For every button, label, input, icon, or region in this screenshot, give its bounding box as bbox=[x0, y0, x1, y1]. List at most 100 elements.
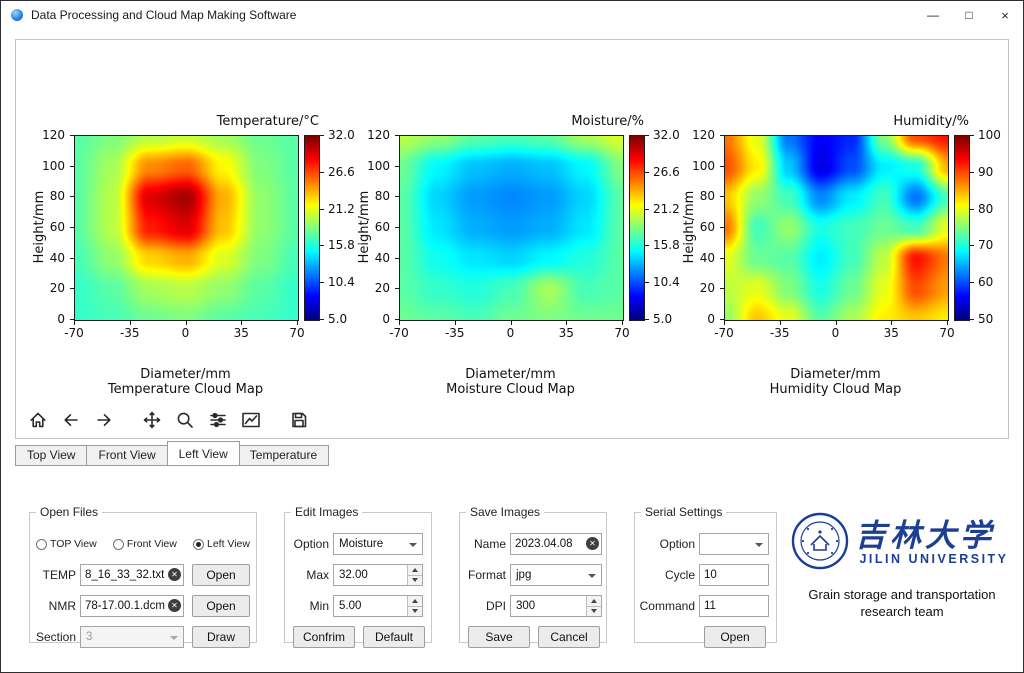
edit-option-combobox[interactable]: Moisture bbox=[333, 533, 423, 555]
serial-open-button[interactable]: Open bbox=[704, 626, 766, 648]
pan-button[interactable] bbox=[140, 408, 164, 432]
jilin-university-seal bbox=[791, 512, 849, 570]
serial-option-label: Option bbox=[659, 537, 695, 551]
section-combobox[interactable]: 3 bbox=[80, 626, 184, 648]
dpi-spinbox[interactable] bbox=[510, 595, 602, 617]
serial-settings-legend: Serial Settings bbox=[645, 505, 723, 519]
save-button[interactable]: Save bbox=[468, 626, 530, 648]
plot-axes[interactable]: 0 20 40 60 80 100 120 -70 -35 0 35 70 bbox=[367, 128, 630, 340]
line-chart-icon bbox=[242, 412, 260, 428]
name-clear-icon[interactable] bbox=[586, 537, 599, 550]
plot-xlabel: Diameter/mm bbox=[465, 367, 556, 382]
min-spinbox[interactable] bbox=[333, 595, 423, 617]
plot-caption: Humidity Cloud Map bbox=[769, 382, 902, 397]
temp-clear-icon[interactable] bbox=[168, 568, 181, 581]
min-spin-up-button[interactable] bbox=[408, 596, 422, 606]
radio-label: Front View bbox=[126, 538, 177, 550]
tab-temperature[interactable]: Temperature bbox=[238, 445, 330, 466]
temperature-heatmap-canvas[interactable] bbox=[75, 136, 298, 320]
dpi-spin-down-button[interactable] bbox=[587, 605, 601, 616]
nmr-clear-icon[interactable] bbox=[168, 599, 181, 612]
radio-front-view[interactable]: Front View bbox=[112, 538, 177, 550]
save-images-group: Save Images Name Format jpg DPI bbox=[459, 505, 607, 648]
edit-images-group: Edit Images Option Moisture Max Min bbox=[284, 505, 432, 648]
colorbar-canvas bbox=[955, 136, 969, 320]
temp-label: TEMP bbox=[42, 568, 76, 582]
y-axis-ticks: 0 20 40 60 80 100 120 bbox=[35, 128, 75, 326]
moisture-heatmap-canvas[interactable] bbox=[400, 136, 623, 320]
close-button[interactable]: × bbox=[1001, 7, 1009, 23]
temp-file-input[interactable] bbox=[80, 564, 184, 586]
section-label: Section bbox=[35, 630, 76, 644]
maximize-button[interactable]: □ bbox=[965, 8, 973, 22]
serial-settings-group: Serial Settings Option Cycle Command Ope… bbox=[634, 505, 777, 648]
radio-top-view[interactable]: TOP View bbox=[36, 538, 97, 550]
forward-button[interactable] bbox=[92, 408, 116, 432]
format-value: jpg bbox=[516, 569, 532, 581]
plot-axes[interactable]: 0 20 40 60 80 100 120 -70 -35 0 35 70 bbox=[42, 128, 305, 340]
zoom-button[interactable] bbox=[173, 408, 197, 432]
moisture-plot: Moisture/% Height/mm 0 20 40 60 80 100 120 -70… bbox=[357, 110, 680, 397]
chevron-down-icon bbox=[755, 543, 763, 547]
max-spin-up-button[interactable] bbox=[408, 565, 422, 575]
plot-title: Temperature/°C bbox=[216, 114, 319, 129]
view-tabs: Top View Front View Left View Temperatur… bbox=[15, 440, 330, 466]
window-title: Data Processing and Cloud Map Making Sof… bbox=[31, 8, 297, 22]
plot-title: Moisture/% bbox=[571, 114, 644, 129]
colorbar-ticks: 100 90 80 70 60 50 bbox=[969, 128, 1007, 326]
min-input[interactable] bbox=[334, 596, 422, 616]
tab-front-view[interactable]: Front View bbox=[87, 445, 168, 466]
dpi-spin-up-button[interactable] bbox=[587, 596, 601, 606]
radio-label: Left View bbox=[206, 538, 250, 550]
format-combobox[interactable]: jpg bbox=[510, 564, 602, 586]
plot-xlabel: Diameter/mm bbox=[140, 367, 231, 382]
home-button[interactable] bbox=[26, 408, 50, 432]
radio-left-view[interactable]: Left View bbox=[192, 538, 250, 550]
nmr-file-input[interactable] bbox=[80, 595, 184, 617]
team-line-2: research team bbox=[860, 604, 944, 619]
x-axis-ticks: -70 -35 0 35 70 bbox=[714, 320, 955, 342]
chevron-down-icon bbox=[170, 636, 178, 640]
serial-option-combobox[interactable] bbox=[699, 533, 769, 555]
tab-top-view[interactable]: Top View bbox=[15, 445, 88, 466]
edit-images-legend: Edit Images bbox=[295, 505, 359, 519]
minimize-button[interactable]: — bbox=[927, 8, 939, 22]
colorbar-ticks: 32.0 26.6 21.2 15.8 10.4 5.0 bbox=[644, 128, 682, 326]
tab-left-view[interactable]: Left View bbox=[166, 441, 240, 466]
open-files-legend: Open Files bbox=[40, 505, 99, 519]
plot-axes[interactable]: 0 20 40 60 80 100 120 -70 -35 0 35 70 bbox=[692, 128, 955, 340]
colorbar: 32.0 26.6 21.2 15.8 10.4 5.0 bbox=[304, 128, 355, 326]
configure-subplots-button[interactable] bbox=[206, 408, 230, 432]
title-bar: Data Processing and Cloud Map Making Sof… bbox=[1, 1, 1023, 29]
draw-button[interactable]: Draw bbox=[192, 626, 250, 648]
temp-open-button[interactable]: Open bbox=[192, 564, 250, 586]
dpi-label: DPI bbox=[485, 599, 506, 613]
max-input[interactable] bbox=[334, 565, 422, 585]
humidity-plot: Humidity/% Height/mm 0 20 40 60 80 100 120 -70… bbox=[682, 110, 1001, 397]
save-figure-button[interactable] bbox=[287, 408, 311, 432]
format-label: Format bbox=[467, 568, 506, 582]
name-input[interactable] bbox=[510, 533, 602, 555]
customize-plot-button[interactable] bbox=[239, 408, 263, 432]
pan-icon bbox=[143, 411, 161, 429]
section-value: 3 bbox=[86, 631, 93, 643]
nmr-open-button[interactable]: Open bbox=[192, 595, 250, 617]
chevron-down-icon bbox=[409, 543, 417, 547]
university-name-chinese: 吉林大学 bbox=[855, 518, 995, 553]
confirm-button[interactable]: Confrim bbox=[293, 626, 355, 648]
max-spinbox[interactable] bbox=[333, 564, 423, 586]
matplotlib-toolbar bbox=[26, 407, 311, 433]
colorbar-canvas bbox=[630, 136, 644, 320]
edit-option-value: Moisture bbox=[339, 538, 384, 550]
humidity-heatmap-canvas[interactable] bbox=[725, 136, 948, 320]
cycle-input[interactable] bbox=[699, 564, 769, 586]
home-icon bbox=[30, 412, 46, 428]
command-input[interactable] bbox=[699, 595, 769, 617]
default-button[interactable]: Default bbox=[363, 626, 425, 648]
min-spin-down-button[interactable] bbox=[408, 605, 422, 616]
back-button[interactable] bbox=[59, 408, 83, 432]
dpi-input[interactable] bbox=[511, 596, 601, 616]
cancel-button[interactable]: Cancel bbox=[538, 626, 600, 648]
max-spin-down-button[interactable] bbox=[408, 574, 422, 585]
